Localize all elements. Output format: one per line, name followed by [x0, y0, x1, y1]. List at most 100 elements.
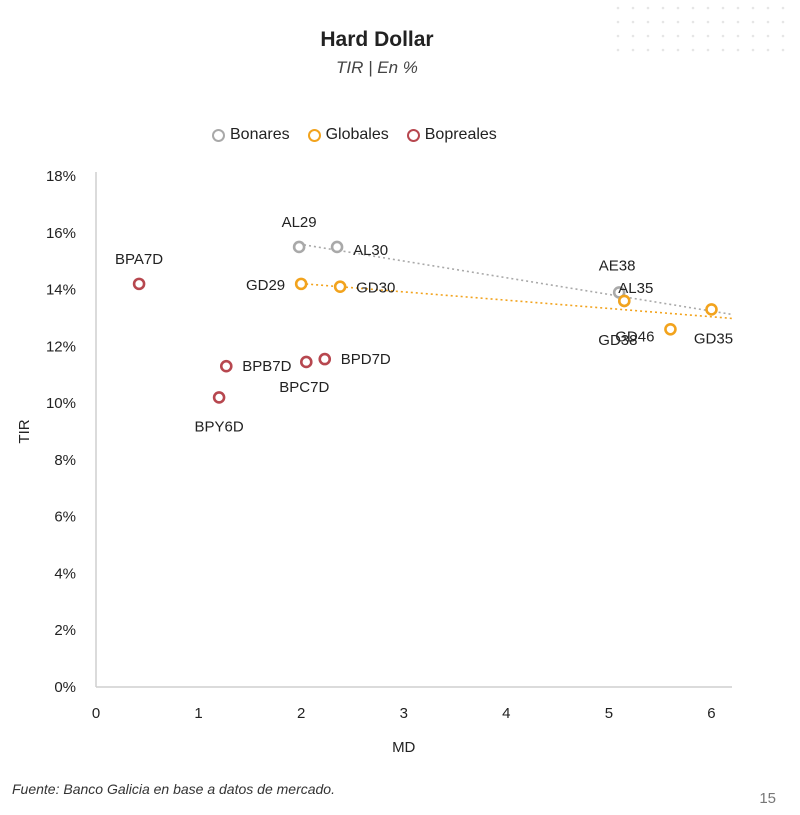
decorative-dot [721, 20, 725, 24]
decorative-dot [751, 48, 755, 52]
data-point-globales [664, 322, 677, 336]
x-tick-label: 5 [605, 705, 613, 722]
data-point-bopreales [318, 352, 332, 366]
x-tick-label: 4 [502, 705, 510, 722]
data-point-bonares [330, 240, 344, 254]
decorative-dot [616, 34, 620, 38]
decorative-dot [691, 6, 695, 10]
legend-marker-globales [307, 128, 321, 142]
data-label-globales: GD46 [615, 328, 654, 345]
decorative-dot [706, 20, 710, 24]
data-label-bopreales: BPD7D [341, 351, 391, 368]
data-point-bopreales [132, 277, 146, 291]
y-tick-label: 18% [46, 168, 76, 185]
y-tick-label: 4% [54, 565, 76, 582]
data-label-bopreales: BPA7D [115, 251, 163, 268]
page-number: 15 [759, 790, 776, 807]
decorative-dot [661, 48, 665, 52]
decorative-dot [721, 34, 725, 38]
decorative-dot [646, 34, 650, 38]
source-note: Fuente: Banco Galicia en base a datos de… [12, 781, 335, 797]
x-tick-label: 2 [297, 705, 305, 722]
chart-title: Hard Dollar [320, 28, 434, 51]
data-label-globales: GD35 [694, 330, 733, 347]
data-point-globales [333, 280, 347, 294]
data-point-bonares [292, 240, 306, 254]
decorative-dot [751, 20, 755, 24]
decorative-dot [616, 48, 620, 52]
decorative-dot [661, 6, 665, 10]
legend-marker-bopreales [406, 128, 420, 142]
data-point-bopreales [212, 391, 226, 404]
legend-item-bopreales: Bopreales [406, 126, 497, 144]
decorative-dot [646, 20, 650, 24]
decorative-dot [691, 34, 695, 38]
x-tick-label: 6 [707, 705, 715, 722]
chart-legend: Bonares Globales Bopreales [212, 126, 497, 144]
legend-label-globales: Globales [325, 126, 389, 143]
legend-item-globales: Globales [307, 126, 389, 144]
decorative-dot [736, 6, 740, 10]
data-label-bonares: AL29 [282, 214, 317, 231]
data-label-bonares: AL30 [353, 242, 388, 259]
data-label-bopreales: BPY6D [194, 418, 243, 435]
data-point-globales [294, 277, 308, 291]
decorative-dot [706, 6, 710, 10]
y-tick-label: 16% [46, 225, 76, 242]
x-tick-label: 1 [194, 705, 202, 722]
decorative-dot [736, 48, 740, 52]
decorative-dot [751, 6, 755, 10]
decorative-dot [661, 20, 665, 24]
decorative-dot [781, 20, 785, 24]
decorative-dot [631, 34, 635, 38]
decorative-dot [661, 34, 665, 38]
decorative-dot [676, 34, 680, 38]
data-label-globales: GD29 [246, 277, 285, 294]
decorative-dot [676, 48, 680, 52]
decorative-dot [766, 48, 770, 52]
decorative-dot [631, 6, 635, 10]
y-tick-label: 2% [54, 622, 76, 639]
decorative-dot [781, 48, 785, 52]
decorative-dot [646, 48, 650, 52]
data-label-globales: GD38 [598, 332, 637, 349]
trendline-globales [301, 282, 733, 320]
y-tick-label: 10% [46, 395, 76, 412]
y-axis-title: TIR [16, 419, 33, 443]
legend-label-bopreales: Bopreales [424, 126, 497, 143]
decorative-dot [676, 6, 680, 10]
data-label-bonares: AL35 [618, 280, 653, 297]
x-tick-label: 3 [400, 705, 408, 722]
decorative-dot [781, 34, 785, 38]
decorative-dot-grid [616, 6, 785, 52]
decorative-dot [766, 34, 770, 38]
y-tick-label: 12% [46, 338, 76, 355]
data-point-bopreales [219, 359, 233, 373]
x-tick-label: 0 [92, 705, 100, 722]
decorative-dot [736, 20, 740, 24]
decorative-dot [706, 34, 710, 38]
decorative-dot [646, 6, 650, 10]
decorative-dot [706, 48, 710, 52]
y-tick-label: 14% [46, 282, 76, 299]
decorative-dot [736, 34, 740, 38]
y-tick-label: 6% [54, 509, 76, 526]
data-point-globales [705, 303, 718, 316]
chart-subtitle: TIR | En % [336, 58, 418, 77]
data-label-bopreales: BPC7D [279, 379, 329, 396]
legend-marker-bonares [212, 128, 225, 142]
decorative-dot [631, 20, 635, 24]
decorative-dot [676, 20, 680, 24]
legend-item-bonares: Bonares [212, 126, 290, 144]
decorative-dot [691, 20, 695, 24]
y-tick-label: 0% [54, 679, 76, 696]
decorative-dot [766, 6, 770, 10]
decorative-dot [721, 6, 725, 10]
decorative-dot [766, 20, 770, 24]
data-point-bopreales [299, 355, 313, 369]
x-axis-title: MD [392, 739, 415, 756]
decorative-dot [691, 48, 695, 52]
legend-label-bonares: Bonares [230, 126, 290, 143]
decorative-dot [781, 6, 785, 10]
